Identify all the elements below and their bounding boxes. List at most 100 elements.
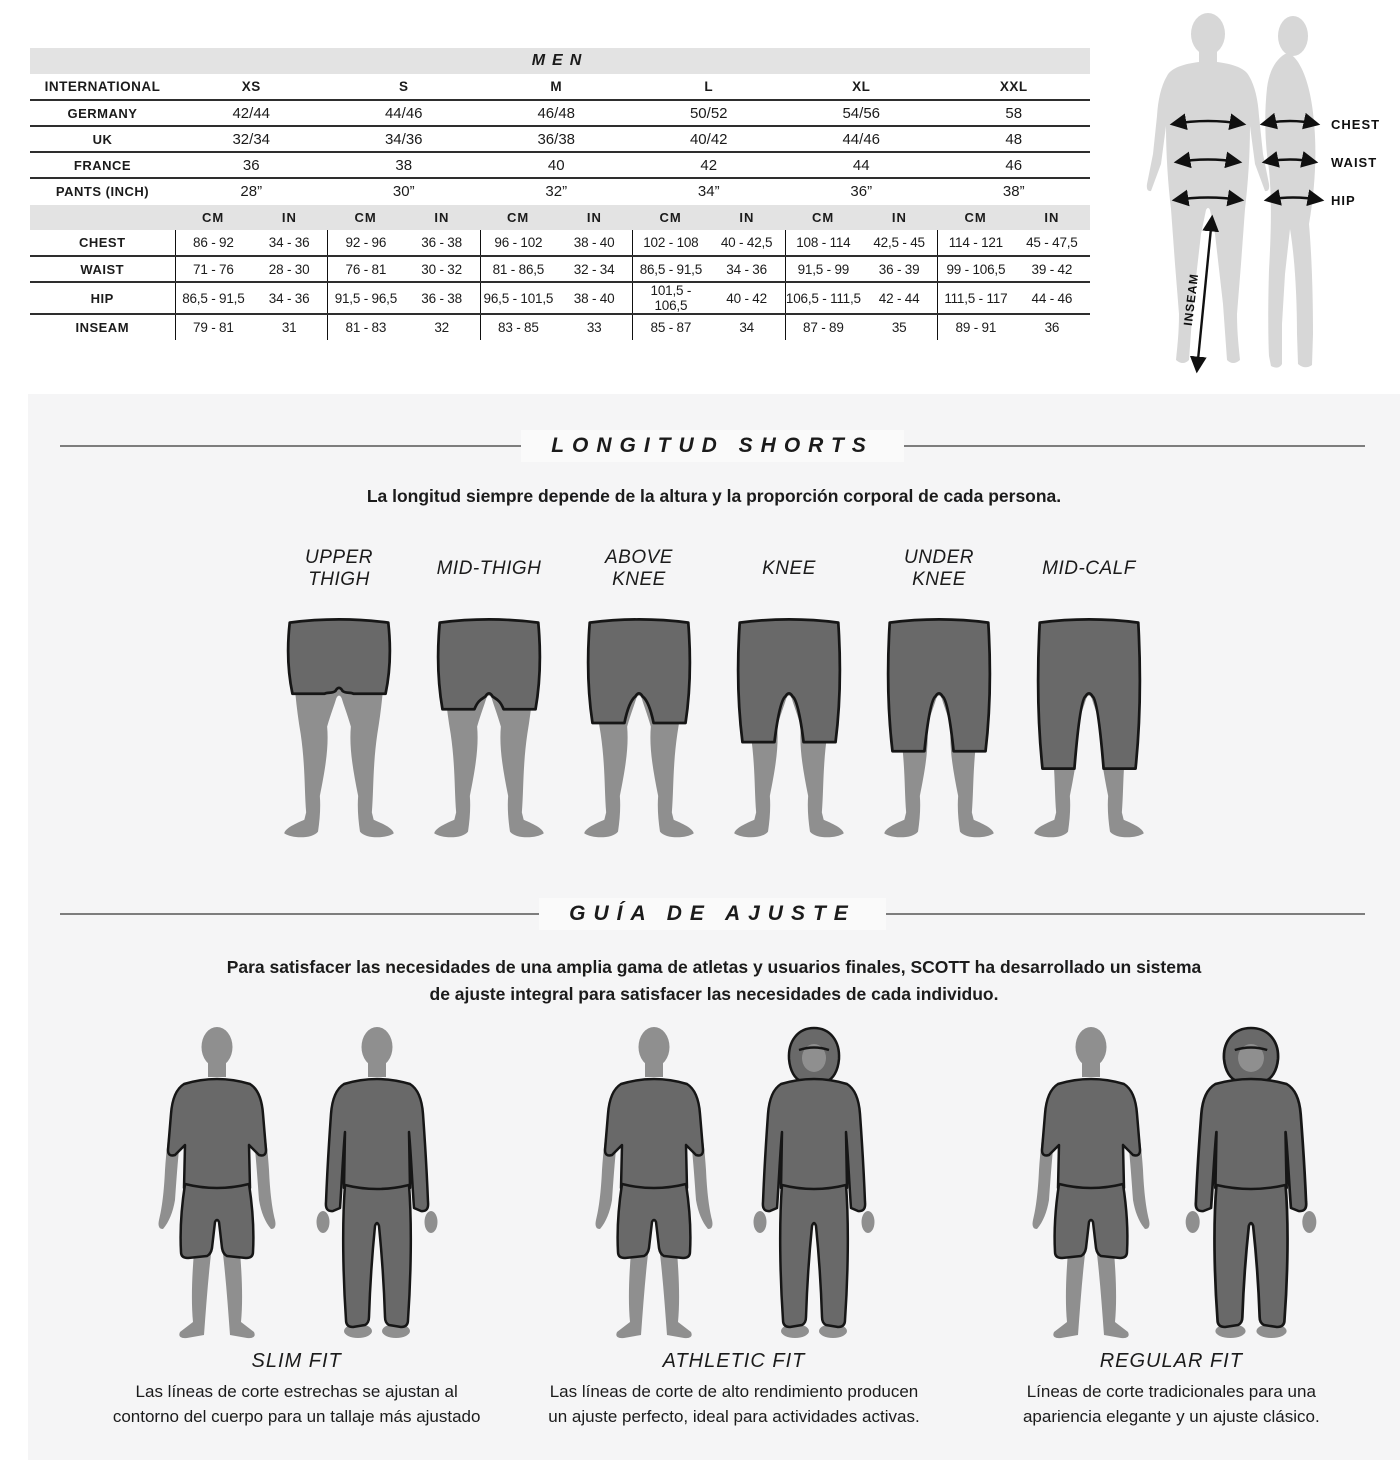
waist-arrow-front xyxy=(1173,151,1243,169)
unit-in-header: IN xyxy=(1013,205,1090,230)
measurement-cm-cell: 85 - 87 xyxy=(631,314,709,340)
fit-description: Las líneas de corte de alto rendimiento … xyxy=(548,1382,920,1426)
fit-figure-group xyxy=(515,1024,952,1344)
size-table-title: MEN xyxy=(30,48,1090,74)
measurement-row: WAIST 71 - 76 28 - 30 76 - 81 30 - 32 81 - 86… xyxy=(30,256,1090,282)
measurement-cm-cell: 81 - 83 xyxy=(326,314,404,340)
hoodie-pants-figure xyxy=(1185,1026,1317,1338)
shorts-subtitle: La longitud siempre depende de la altura… xyxy=(366,486,1062,506)
shorts-length-item: UNDER KNEE xyxy=(864,540,1014,857)
tshirt-shorts-figure xyxy=(1032,1027,1150,1339)
measurement-table-body: CHEST 86 - 92 34 - 36 92 - 96 36 - 38 96 - 10… xyxy=(30,230,1090,340)
shorts-length-item: KNEE xyxy=(714,540,864,857)
fit-text-row: SLIM FIT Las líneas de corte estrechas se… xyxy=(78,1350,1390,1429)
unit-cm-header: CM xyxy=(327,205,404,230)
measurement-in-cell: 44 - 46 xyxy=(1031,290,1073,306)
men-size-table: INTERNATIONAL XS S M L XL XXL GERMANY 42/44 44/46… xyxy=(30,74,1090,204)
measurement-cm-cell: 87 - 89 xyxy=(784,314,862,340)
measurement-cm-cell: 91,5 - 99 xyxy=(784,256,862,282)
size-table-cell: 38 xyxy=(395,156,413,174)
fit-intro: Para satisfacer las necesidades de una a… xyxy=(28,954,1400,1008)
measurement-in-cell: 34 - 36 xyxy=(268,235,310,250)
longsleeve-pants-figure xyxy=(316,1027,438,1338)
measurement-cm-cell: 96 - 102 xyxy=(479,230,557,256)
measurement-in-cell: 33 xyxy=(586,320,602,335)
size-table-cell: 54/56 xyxy=(842,104,881,122)
measurement-cm-cell: 71 - 76 xyxy=(174,256,252,282)
measurement-in-cell: 34 xyxy=(739,320,754,335)
unit-cm-header: CM xyxy=(175,205,252,230)
shorts-illustration xyxy=(1016,598,1162,857)
fit-text-block: ATHLETIC FIT Las líneas de corte de alto … xyxy=(515,1350,952,1429)
measurement-cm-cell: 76 - 81 xyxy=(326,256,404,282)
size-table-row-label: UK xyxy=(92,131,113,147)
measurement-in-cell: 40 - 42,5 xyxy=(720,235,773,250)
size-table-cell: S xyxy=(398,79,409,94)
measurement-table: CM IN CM IN CM IN CM IN CM IN CM IN CHEST 86 - 92 34 … xyxy=(30,205,1090,340)
hip-label: HIP xyxy=(1331,193,1356,208)
measurement-in-cell: 34 - 36 xyxy=(726,261,767,277)
unit-cm-header: CM xyxy=(937,205,1014,230)
unit-cm-header: CM xyxy=(632,205,709,230)
measurement-in-cell: 45 - 47,5 xyxy=(1026,235,1078,250)
measurement-in-cell: 30 - 32 xyxy=(421,261,462,277)
size-table-cell: 36/38 xyxy=(537,130,576,148)
chest-arrow-front xyxy=(1169,113,1247,131)
size-table-cell: M xyxy=(550,79,563,94)
fit-name: REGULAR FIT xyxy=(1099,1350,1243,1372)
measurement-row: CHEST 86 - 92 34 - 36 92 - 96 36 - 38 96 - 10… xyxy=(30,230,1090,256)
size-table-cell: 44/46 xyxy=(842,130,881,148)
fit-name: SLIM FIT xyxy=(251,1350,342,1372)
shorts-illustration xyxy=(566,598,712,857)
fit-text-block: REGULAR FIT Líneas de corte tradicionales… xyxy=(953,1350,1390,1429)
shorts-shape xyxy=(286,618,392,696)
unit-cm-header: CM xyxy=(480,205,557,230)
fit-name: ATHLETIC FIT xyxy=(662,1350,806,1372)
fit-intro-text: Para satisfacer las necesidades de una a… xyxy=(226,957,1202,1005)
size-table-cell: 44 xyxy=(852,156,870,174)
shorts-section-title: LONGITUD SHORTS xyxy=(521,430,904,462)
shorts-shape xyxy=(436,618,542,711)
measurement-cm-cell: 91,5 - 96,5 xyxy=(326,282,404,314)
size-table-cell: 36 xyxy=(242,156,260,174)
shorts-length-label: ABOVE KNEE xyxy=(605,547,673,590)
unit-cm-header: CM xyxy=(785,205,862,230)
shorts-shape xyxy=(586,618,692,725)
shorts-length-item: ABOVE KNEE xyxy=(564,540,714,857)
measurement-in-cell: 32 - 34 xyxy=(573,261,615,277)
size-table-cell: 50/52 xyxy=(689,104,728,122)
measurement-cm-cell: 111,5 - 117 xyxy=(936,282,1014,314)
measurement-in-cell: 32 xyxy=(434,320,449,335)
unit-in-header: IN xyxy=(556,205,633,230)
measurement-row-label: WAIST xyxy=(80,261,125,277)
hip-arrow-side xyxy=(1263,189,1325,206)
measurement-in-cell: 42,5 - 45 xyxy=(873,235,925,250)
size-table-row: INTERNATIONAL XS S M L XL XXL xyxy=(30,74,1090,100)
hip-arrow-front xyxy=(1171,189,1245,207)
shorts-shape xyxy=(1036,618,1142,770)
chest-arrow-side xyxy=(1259,112,1321,130)
measurement-in-cell: 35 xyxy=(891,320,907,335)
unit-in-header: IN xyxy=(403,205,480,230)
measurement-cm-cell: 102 - 108 xyxy=(631,230,709,256)
measurement-cm-cell: 81 - 86,5 xyxy=(479,256,557,282)
hoodie-pants-figure xyxy=(753,1026,875,1338)
unit-header-spacer xyxy=(30,205,175,230)
measurement-cm-cell: 83 - 85 xyxy=(479,314,557,340)
unit-in-header: IN xyxy=(251,205,328,230)
shorts-length-item: UPPER THIGH xyxy=(264,540,414,857)
measurement-in-cell: 38 - 40 xyxy=(573,290,615,306)
measurement-in-cell: 36 - 38 xyxy=(421,235,462,250)
size-table-row: GERMANY 42/44 44/46 46/48 50/52 54/56 58 xyxy=(30,100,1090,126)
inseam-arrow xyxy=(1189,214,1220,374)
shorts-illustration xyxy=(416,598,562,857)
size-table-row-label: INTERNATIONAL xyxy=(44,79,161,94)
guide-panel: LONGITUD SHORTS La longitud siempre depe… xyxy=(28,394,1400,1460)
size-table-cell: 42 xyxy=(700,156,718,174)
unit-in-header: IN xyxy=(708,205,785,230)
measurement-cm-cell: 86 - 92 xyxy=(174,230,252,256)
measurement-cm-cell: 92 - 96 xyxy=(326,230,404,256)
shorts-illustration xyxy=(716,598,862,857)
inseam-label: INSEAM xyxy=(1181,273,1201,327)
shorts-shape xyxy=(736,618,842,744)
